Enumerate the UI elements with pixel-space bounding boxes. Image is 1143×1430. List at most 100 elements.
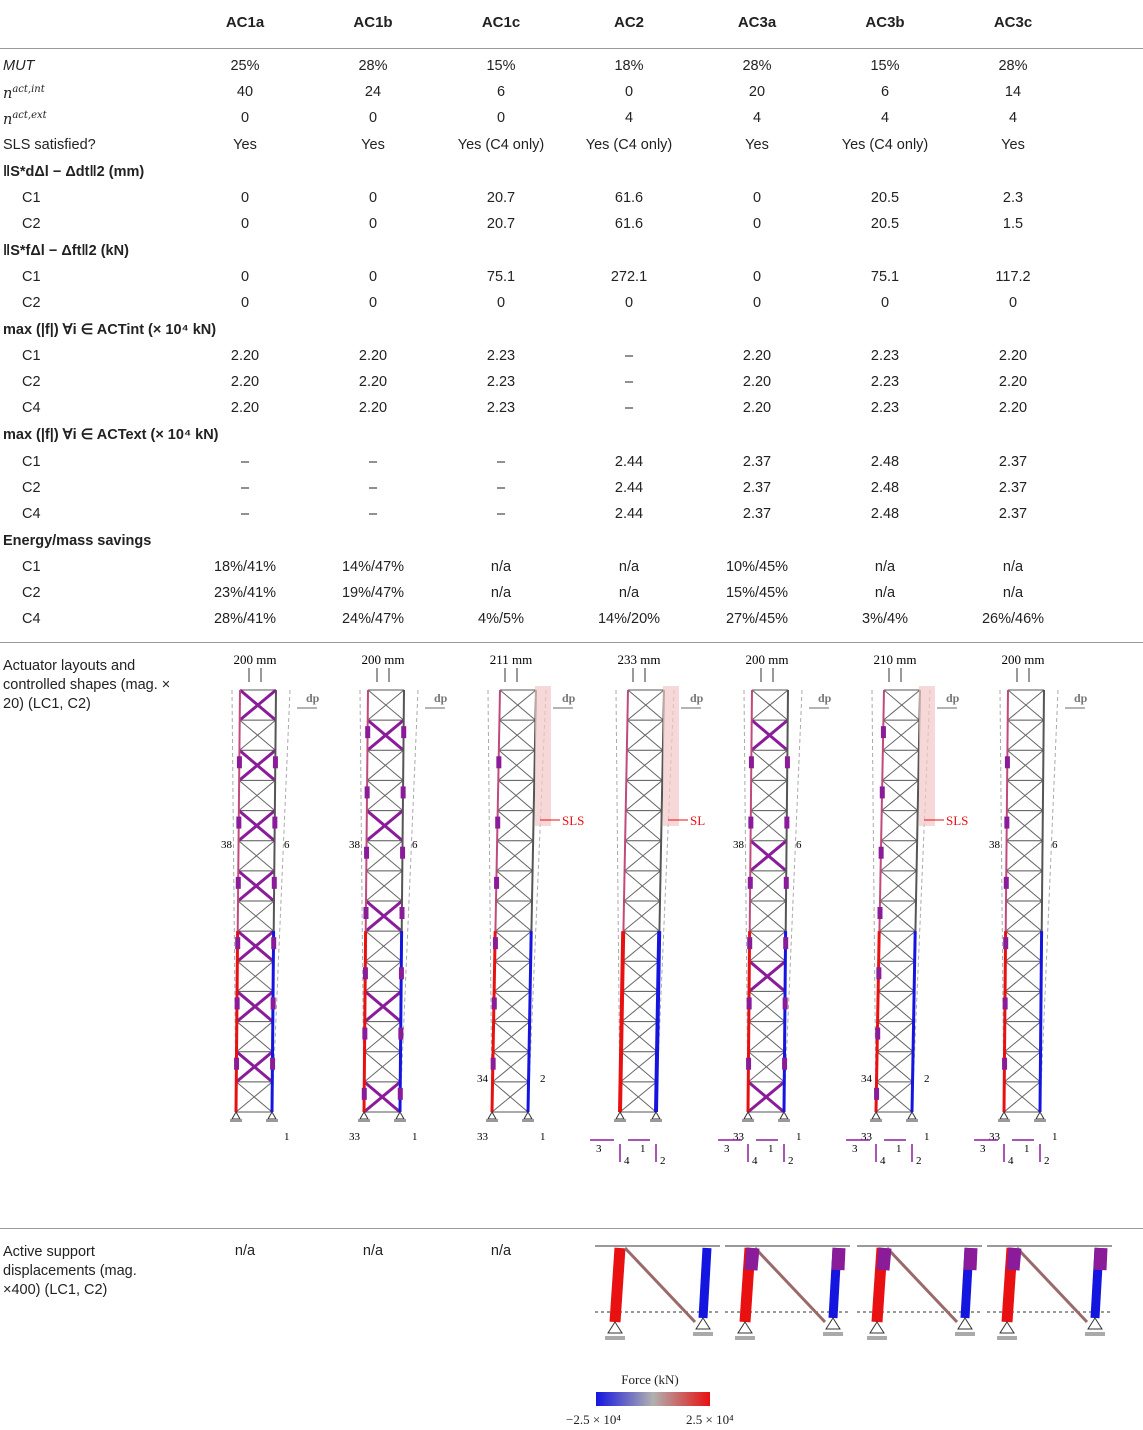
support-actuator-number: 4	[752, 1155, 758, 1167]
tower-diagonal	[365, 930, 403, 962]
support-diagonal	[885, 1246, 959, 1324]
tower-diagonal	[883, 689, 921, 721]
tower-diagonal	[619, 1081, 657, 1113]
tower-diagonal	[363, 1080, 402, 1114]
support-base	[394, 1119, 406, 1122]
tower-left-chord-force	[362, 931, 368, 1113]
tower-diagonal	[237, 840, 275, 872]
width-label: 200 mm	[234, 652, 277, 667]
tower-diagonal	[365, 870, 403, 902]
table-cell: 2.20	[358, 400, 388, 416]
tower-diagonal	[621, 991, 659, 1022]
tower-diagonal	[1004, 960, 1042, 992]
sls-label: SLS	[562, 813, 584, 828]
tower-diagonal	[1007, 689, 1045, 721]
member-number: 33	[733, 1131, 745, 1143]
table-cell: –	[368, 454, 378, 470]
table-cell: 0	[368, 269, 378, 285]
table-cell: 4	[752, 110, 762, 126]
tower-diagonal	[366, 718, 405, 752]
table-cell: 2.48	[870, 454, 900, 470]
support-base	[266, 1119, 278, 1122]
tower-diagonal	[495, 870, 533, 902]
tower-diagonal	[880, 840, 918, 872]
table-cell: n/a	[490, 559, 512, 575]
tower-diagonal	[747, 1080, 786, 1114]
support-actuator-number: 3	[980, 1143, 986, 1155]
tower-diagonal	[364, 1021, 402, 1053]
table-cell: 0	[752, 190, 762, 206]
tower-diagonal	[366, 749, 404, 781]
table-cell: 18%/41%	[213, 559, 277, 575]
table-cell: –	[496, 506, 506, 522]
tower-diagonal	[498, 719, 536, 751]
tower-diagonal	[237, 900, 275, 932]
tower-diagonal	[494, 930, 532, 962]
table-cell: Yes	[361, 137, 385, 153]
member-number: 2	[924, 1073, 930, 1085]
tower-diagonal	[364, 899, 403, 933]
tower-diagonal	[497, 749, 536, 781]
sub-row-label: C2	[22, 216, 41, 232]
member-number: 38	[221, 839, 233, 851]
table-cell: 2.37	[998, 480, 1028, 496]
table-cell: –	[624, 374, 634, 390]
tower-diagonal	[238, 749, 277, 782]
support-actuator	[876, 1247, 892, 1271]
tower-diagonal	[495, 900, 533, 932]
table-cell: 0	[880, 295, 890, 311]
support-actuator-number: 1	[768, 1143, 774, 1155]
table-cell: 2.37	[742, 454, 772, 470]
tower-diagonal	[366, 780, 404, 811]
table-cell: 117.2	[995, 269, 1031, 285]
tower-diagonal	[624, 840, 662, 872]
layouts-label: Actuator layouts and controlled shapes (m…	[3, 658, 171, 712]
section-max_int: max (|f|) ∀i ∈ ACTint (× 10⁴ kN)	[3, 322, 217, 338]
table-cell: 75.1	[486, 269, 516, 285]
width-label: 200 mm	[1002, 652, 1045, 667]
table-cell: 0	[368, 295, 378, 311]
table-cell: 0	[240, 295, 250, 311]
tower-diagonal	[876, 1021, 915, 1053]
table-cell: 6	[496, 84, 506, 100]
table-cell: 2.20	[358, 374, 388, 390]
support-base	[1085, 1332, 1105, 1336]
table-cell: –	[240, 506, 250, 522]
table-cell: 0	[752, 216, 762, 232]
tower-diagonal	[749, 839, 788, 873]
tower-ac1b: 200 mm dp 38 6 33 1	[349, 652, 448, 1143]
tower-diagonal	[237, 869, 276, 903]
support-label: Active support displacements (mag. ×400) (…	[3, 1244, 137, 1298]
column-header-ac3b: AC3b	[865, 14, 905, 31]
table-cell: 2.37	[998, 506, 1028, 522]
member-number: 1	[1052, 1131, 1058, 1143]
tower-right-chord-force	[526, 931, 533, 1113]
support-ac1b: n/a	[362, 1243, 384, 1259]
sub-row-label: C2	[22, 374, 41, 390]
table-cell: 24%/47%	[341, 611, 405, 627]
tower-diagonal	[749, 900, 787, 932]
member-number: 1	[540, 1131, 546, 1143]
member-number: 34	[861, 1073, 873, 1085]
support-base	[823, 1332, 843, 1336]
table-cell: –	[240, 480, 250, 496]
width-label: 211 mm	[490, 652, 533, 667]
table-cell: 2.23	[486, 348, 516, 364]
dp-label: dp	[946, 691, 960, 705]
tower-diagonal	[1006, 780, 1044, 811]
support-base	[955, 1332, 975, 1336]
sub-row-label: C1	[22, 559, 41, 575]
column-header-ac1a: AC1a	[225, 14, 265, 31]
tower-diagonal	[749, 930, 787, 962]
sls-label: SLS	[946, 813, 968, 828]
tower-diagonal	[236, 1021, 274, 1053]
support-base	[614, 1119, 626, 1122]
support-pin	[743, 1110, 753, 1120]
table-cell: 14%/20%	[597, 611, 661, 627]
table-cell: n/a	[618, 559, 640, 575]
support-base	[778, 1119, 790, 1122]
member-number: 6	[412, 839, 418, 851]
support-diagonal	[1015, 1246, 1089, 1324]
